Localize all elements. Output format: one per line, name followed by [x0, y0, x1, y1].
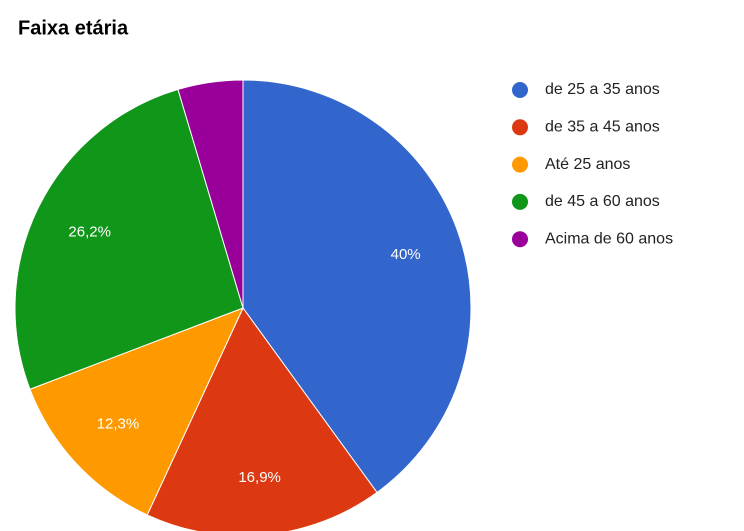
pie-slice	[29, 307, 244, 516]
legend-swatch	[512, 156, 528, 173]
legend-swatch	[512, 193, 528, 210]
legend-swatch	[512, 119, 528, 136]
legend-label: de 45 a 60 anos	[545, 193, 660, 210]
legend-label: Até 25 anos	[545, 156, 630, 173]
legend-swatch	[512, 231, 528, 248]
pie-slice	[146, 307, 378, 531]
slice-label: 12,3%	[97, 416, 140, 433]
legend-label: de 25 a 35 anos	[545, 81, 660, 98]
chart-title: Faixa etária	[18, 17, 129, 39]
pie-slice	[177, 79, 244, 309]
slice-label: 40%	[391, 246, 421, 263]
legend-swatch	[512, 82, 528, 98]
slice-label: 26,2%	[68, 223, 111, 240]
pie-slice	[14, 88, 244, 390]
slice-label: 16,9%	[238, 469, 281, 486]
legend-label: Acima de 60 anos	[545, 230, 673, 247]
pie-slice	[242, 79, 472, 494]
legend-label: de 35 a 45 anos	[545, 119, 660, 136]
